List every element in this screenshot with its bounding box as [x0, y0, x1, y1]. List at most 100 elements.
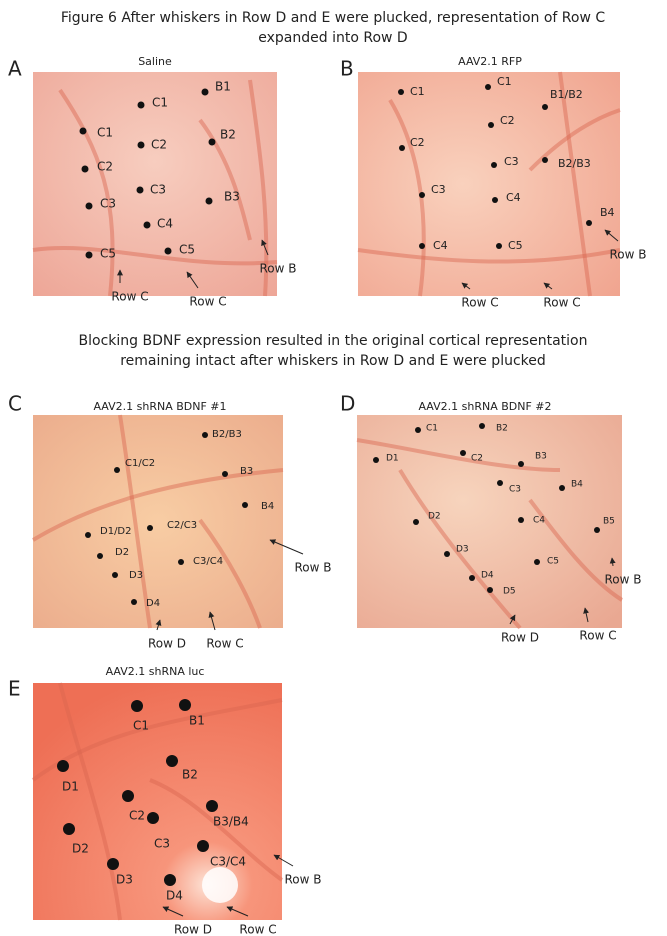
whisker-label: C2/C3	[167, 520, 197, 531]
whisker-dot	[518, 461, 524, 467]
whisker-dot	[164, 874, 176, 886]
whisker-label: D1/D2	[100, 526, 132, 537]
whisker-dot	[206, 800, 218, 812]
whisker-label: D3	[116, 873, 133, 887]
whisker-label: B3	[240, 466, 253, 477]
whisker-dot	[419, 192, 425, 198]
whisker-label: C3	[100, 197, 116, 211]
whisker-label: B1	[189, 714, 205, 728]
panel-title: Saline	[138, 55, 172, 68]
panel-letter: B	[340, 57, 354, 81]
whisker-dot	[97, 553, 103, 559]
whisker-dot	[166, 755, 178, 767]
figure: Figure 6 After whiskers in Row D and E w…	[0, 0, 667, 936]
row-label: Row B	[294, 561, 331, 575]
whisker-dot	[518, 517, 524, 523]
row-label: Row B	[609, 248, 646, 262]
whisker-label: B4	[571, 480, 583, 490]
whisker-dot	[209, 139, 216, 146]
whisker-label: C3	[504, 155, 519, 168]
whisker-label: C1	[133, 719, 149, 733]
whisker-dot	[373, 457, 379, 463]
row-label: Row D	[501, 631, 539, 645]
whisker-dot	[138, 102, 145, 109]
whisker-dot	[534, 559, 540, 565]
whisker-label: C2	[500, 114, 515, 127]
figure-title: expanded into Row D	[258, 30, 407, 46]
whisker-label: C3	[154, 837, 170, 851]
whisker-dot	[492, 197, 498, 203]
figure-title: Figure 6 After whiskers in Row D and E w…	[61, 10, 606, 26]
whisker-label: B2	[182, 768, 198, 782]
whisker-dot	[491, 162, 497, 168]
whisker-label: C4	[533, 516, 545, 526]
whisker-dot	[107, 858, 119, 870]
whisker-dot	[86, 203, 93, 210]
whisker-dot	[222, 471, 228, 477]
whisker-dot	[137, 187, 144, 194]
whisker-label: B5	[603, 517, 615, 527]
whisker-dot	[147, 525, 153, 531]
whisker-dot	[197, 840, 209, 852]
whisker-label: C3	[150, 183, 166, 197]
row-label: Row C	[461, 296, 498, 310]
whisker-dot	[202, 89, 209, 96]
panel-title: AAV2.1 shRNA BDNF #2	[418, 400, 551, 413]
whisker-label: C2	[129, 809, 145, 823]
panel-letter: C	[8, 392, 22, 416]
whisker-dot	[413, 519, 419, 525]
whisker-label: C3/C4	[210, 855, 246, 869]
whisker-label: C5	[100, 247, 116, 261]
whisker-label: C1	[410, 85, 425, 98]
panel-title: AAV2.1 RFP	[458, 55, 522, 68]
whisker-dot	[460, 450, 466, 456]
whisker-dot	[594, 527, 600, 533]
whisker-dot	[415, 427, 421, 433]
whisker-dot	[497, 480, 503, 486]
whisker-label: B1/B2	[550, 88, 583, 101]
row-label: Row B	[259, 262, 296, 276]
whisker-dot	[487, 587, 493, 593]
whisker-dot	[85, 532, 91, 538]
whisker-label: B2	[220, 128, 236, 142]
whisker-label: D5	[503, 587, 516, 597]
whisker-dot	[202, 432, 208, 438]
whisker-dot	[80, 128, 87, 135]
whisker-dot	[399, 145, 405, 151]
whisker-label: D4	[481, 571, 494, 581]
panel-letter: E	[8, 677, 21, 701]
whisker-dot	[114, 467, 120, 473]
row-label: Row C	[239, 923, 276, 936]
whisker-label: C1/C2	[125, 458, 155, 469]
whisker-label: C2	[151, 138, 167, 152]
whisker-label: C4	[157, 217, 173, 231]
whisker-dot	[63, 823, 75, 835]
whisker-label: C1	[152, 96, 168, 110]
whisker-label: C1	[497, 75, 512, 88]
row-label: Row B	[604, 573, 641, 587]
whisker-dot	[138, 142, 145, 149]
whisker-dot	[469, 575, 475, 581]
whisker-dot	[57, 760, 69, 772]
panel-letter: A	[8, 57, 22, 81]
whisker-dot	[419, 243, 425, 249]
whisker-dot	[131, 599, 137, 605]
whisker-label: B3	[535, 452, 547, 462]
whisker-label: C4	[433, 239, 448, 252]
whisker-dot	[178, 559, 184, 565]
whisker-dot	[82, 166, 89, 173]
whisker-dot	[444, 551, 450, 557]
panel-letter: D	[340, 392, 355, 416]
whisker-label: C3	[509, 485, 521, 495]
whisker-label: B3/B4	[213, 815, 249, 829]
row-label: Row D	[148, 637, 186, 651]
whisker-dot	[86, 252, 93, 259]
whisker-label: C2	[410, 136, 425, 149]
whisker-label: B2/B3	[212, 429, 242, 440]
whisker-label: D4	[166, 889, 183, 903]
whisker-dot	[165, 248, 172, 255]
whisker-label: D3	[456, 545, 469, 555]
whisker-label: D4	[146, 598, 160, 609]
whisker-label: C5	[547, 557, 559, 567]
whisker-label: C3/C4	[193, 556, 223, 567]
